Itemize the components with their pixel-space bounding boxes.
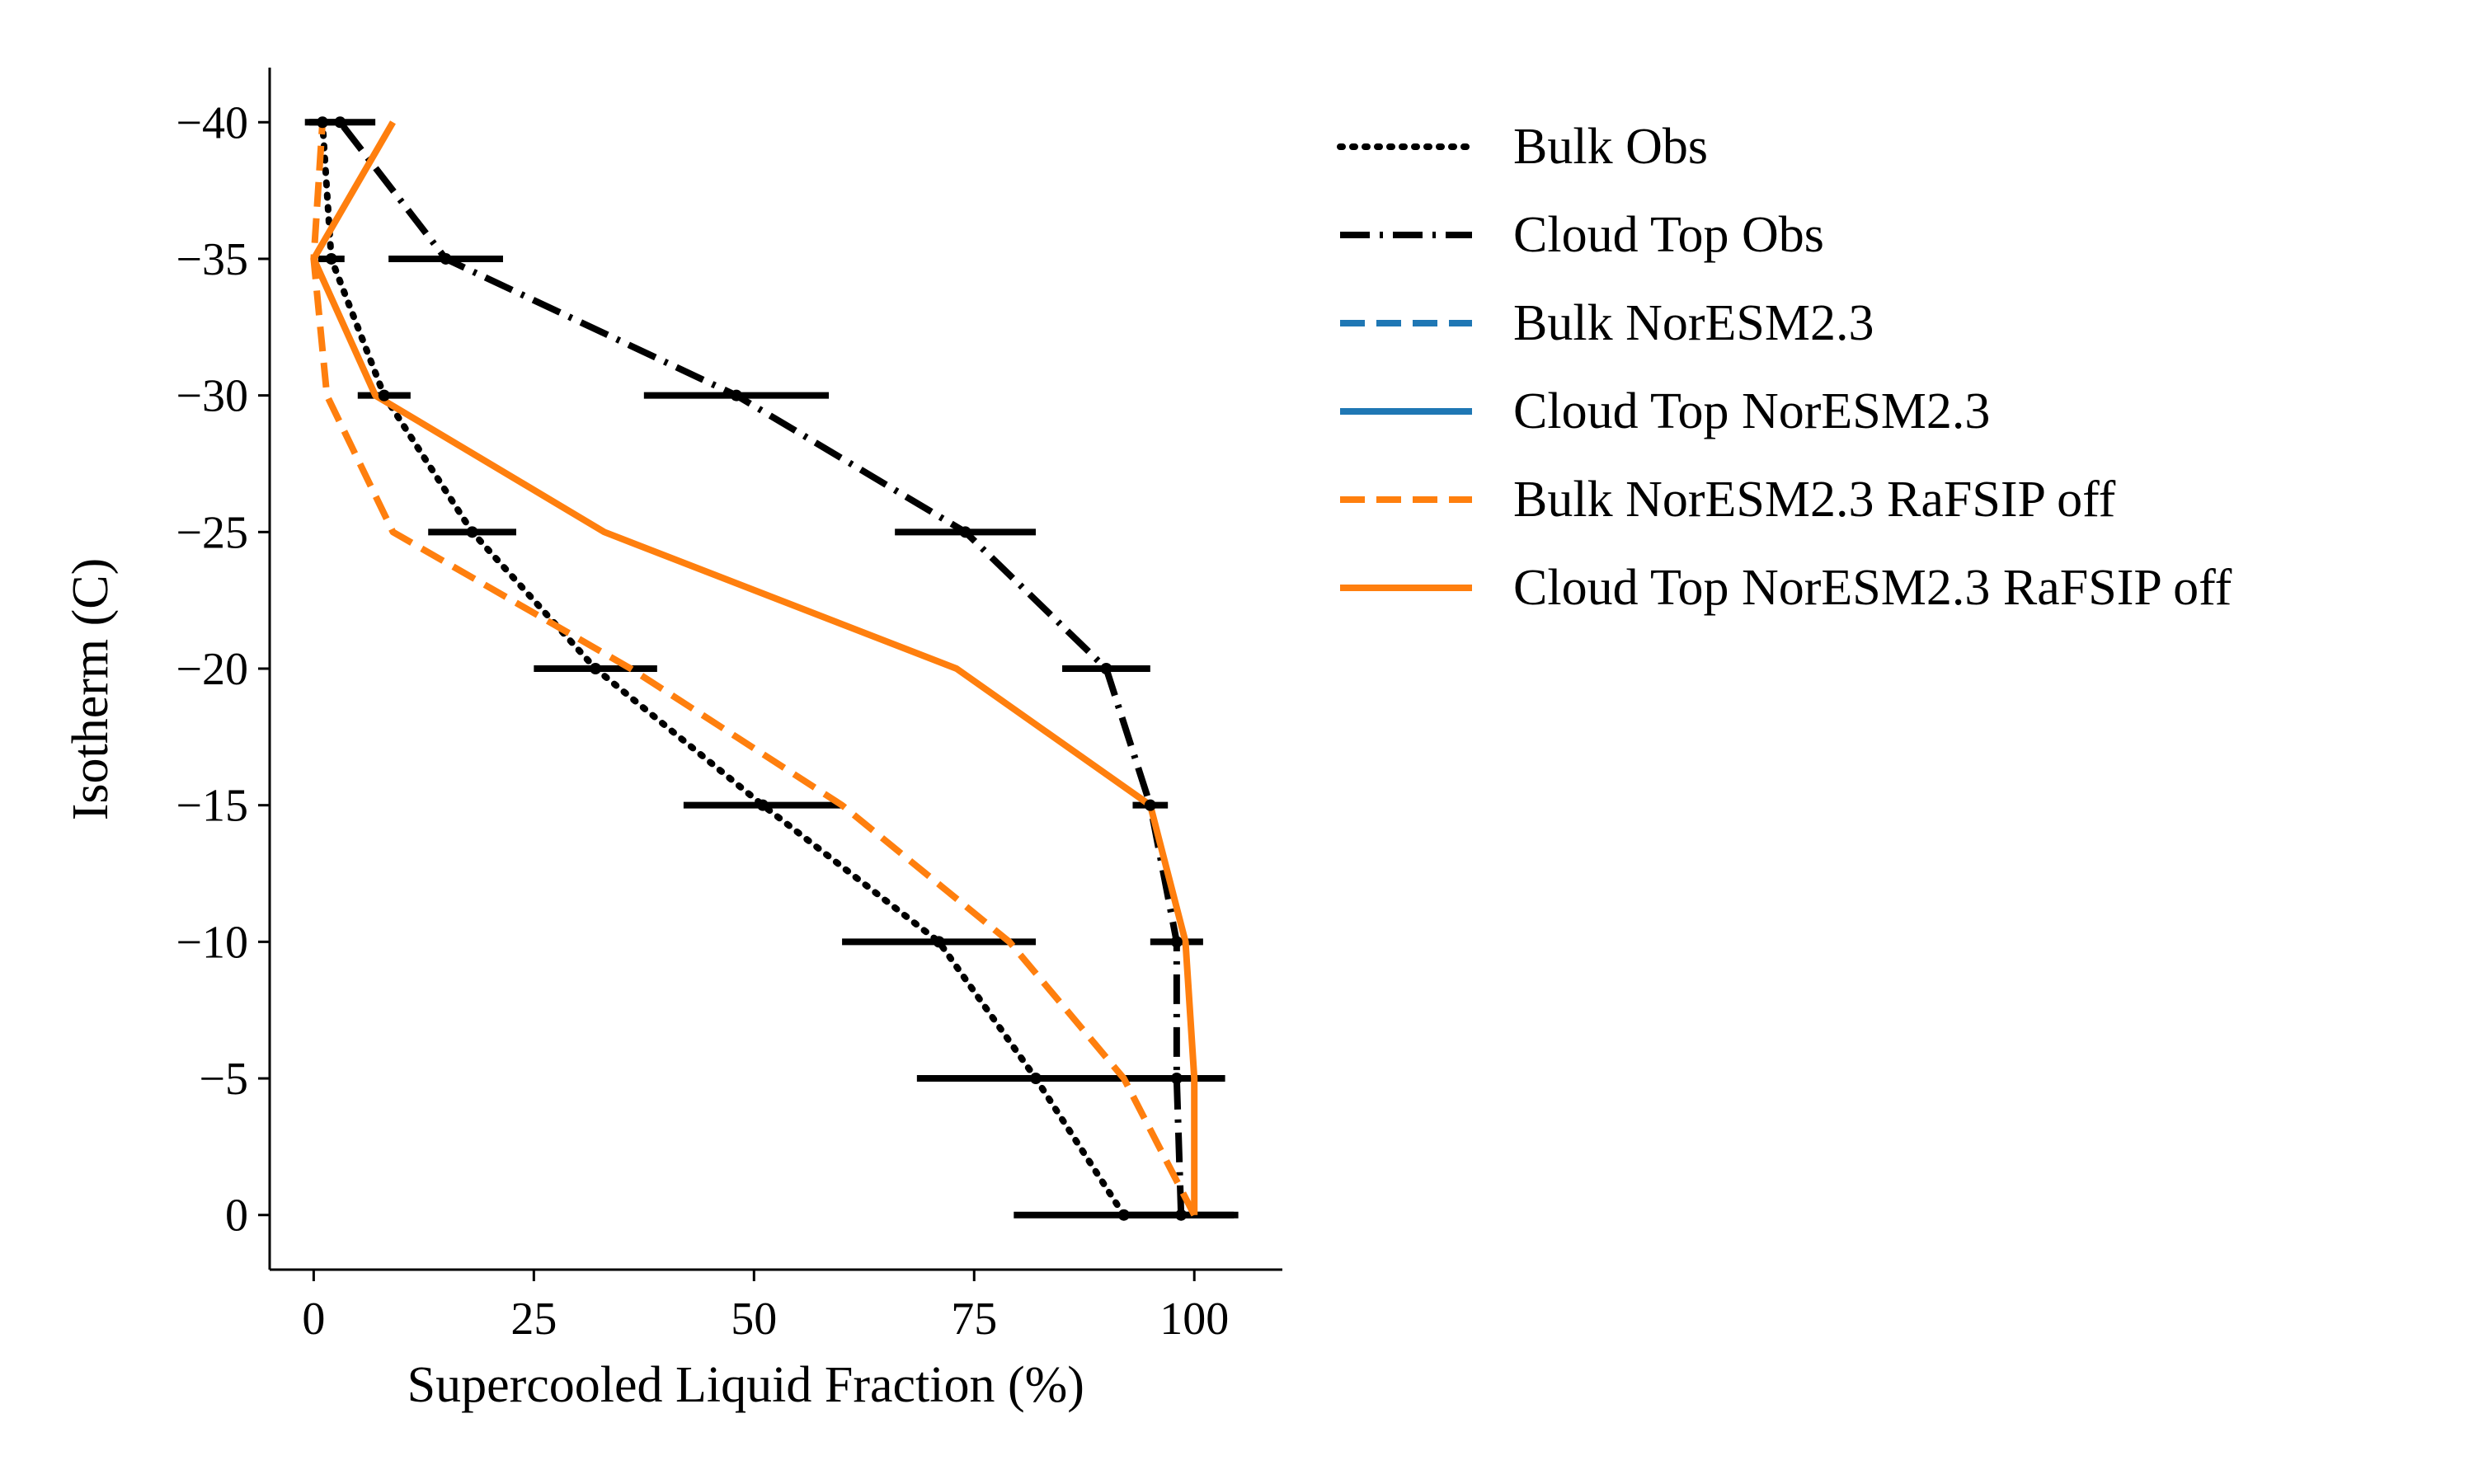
- data-point: [1170, 1073, 1183, 1085]
- x-ticks: 0 25 50 75 100: [302, 1270, 1229, 1345]
- data-point: [325, 252, 337, 265]
- x-tick-label: 0: [302, 1294, 325, 1345]
- y-tick-label: −35: [176, 234, 248, 285]
- series-line: [310, 122, 1197, 1217]
- data-point: [933, 936, 945, 948]
- data-point: [1030, 1073, 1042, 1085]
- x-tick-label: 50: [731, 1294, 777, 1345]
- y-tick-label: −25: [176, 507, 248, 558]
- legend-label: Bulk Obs: [1513, 119, 1708, 175]
- y-tick-label: −40: [176, 97, 248, 148]
- legend-label: Bulk NorESM2.3: [1513, 295, 1874, 351]
- axes: 0 25 50 75 100 0 −5 −10 −15 −20 −25 −30 −35 −40 Supe…: [63, 68, 1282, 1413]
- data-point: [1100, 663, 1112, 674]
- data-point: [378, 389, 390, 402]
- series-line: [319, 119, 1127, 1219]
- y-axis-label: Isotherm (C): [63, 558, 119, 821]
- legend-label: Cloud Top Obs: [1513, 207, 1824, 263]
- y-tick-label: 0: [225, 1190, 248, 1242]
- x-tick-label: 25: [510, 1294, 557, 1345]
- y-tick-label: −10: [176, 917, 248, 968]
- series-line: [337, 120, 1185, 1215]
- legend-label: Cloud Top NorESM2.3: [1513, 383, 1990, 439]
- y-ticks: 0 −5 −10 −15 −20 −25 −30 −35 −40: [176, 97, 270, 1242]
- data-point: [590, 663, 602, 674]
- data-point: [440, 252, 452, 265]
- legend: Bulk Obs Cloud Top Obs Bulk NorESM2.3 Cloud…: [1337, 119, 2232, 616]
- y-tick-label: −5: [199, 1054, 248, 1105]
- x-axis-label: Supercooled Liquid Fraction (%): [407, 1357, 1084, 1413]
- data-point: [1144, 799, 1156, 811]
- data-point: [1117, 1209, 1130, 1221]
- y-tick-label: −20: [176, 644, 248, 695]
- x-tick-label: 75: [951, 1294, 997, 1345]
- data-point: [959, 526, 971, 538]
- legend-label: Cloud Top NorESM2.3 RaFSIP off: [1513, 560, 2232, 616]
- y-tick-label: −30: [176, 371, 248, 422]
- data-point: [756, 799, 769, 811]
- y-tick-label: −15: [176, 781, 248, 832]
- legend-label: Bulk NorESM2.3 RaFSIP off: [1513, 472, 2116, 528]
- data-point: [1170, 936, 1183, 948]
- x-tick-label: 100: [1159, 1294, 1229, 1345]
- data-point: [730, 389, 742, 402]
- data-point: [466, 526, 478, 538]
- series-line: [310, 120, 1198, 1215]
- data-point: [1175, 1209, 1188, 1221]
- plot-area: [304, 116, 1239, 1221]
- data-point: [334, 116, 346, 129]
- data-point: [317, 116, 329, 129]
- data-points: [317, 116, 1188, 1221]
